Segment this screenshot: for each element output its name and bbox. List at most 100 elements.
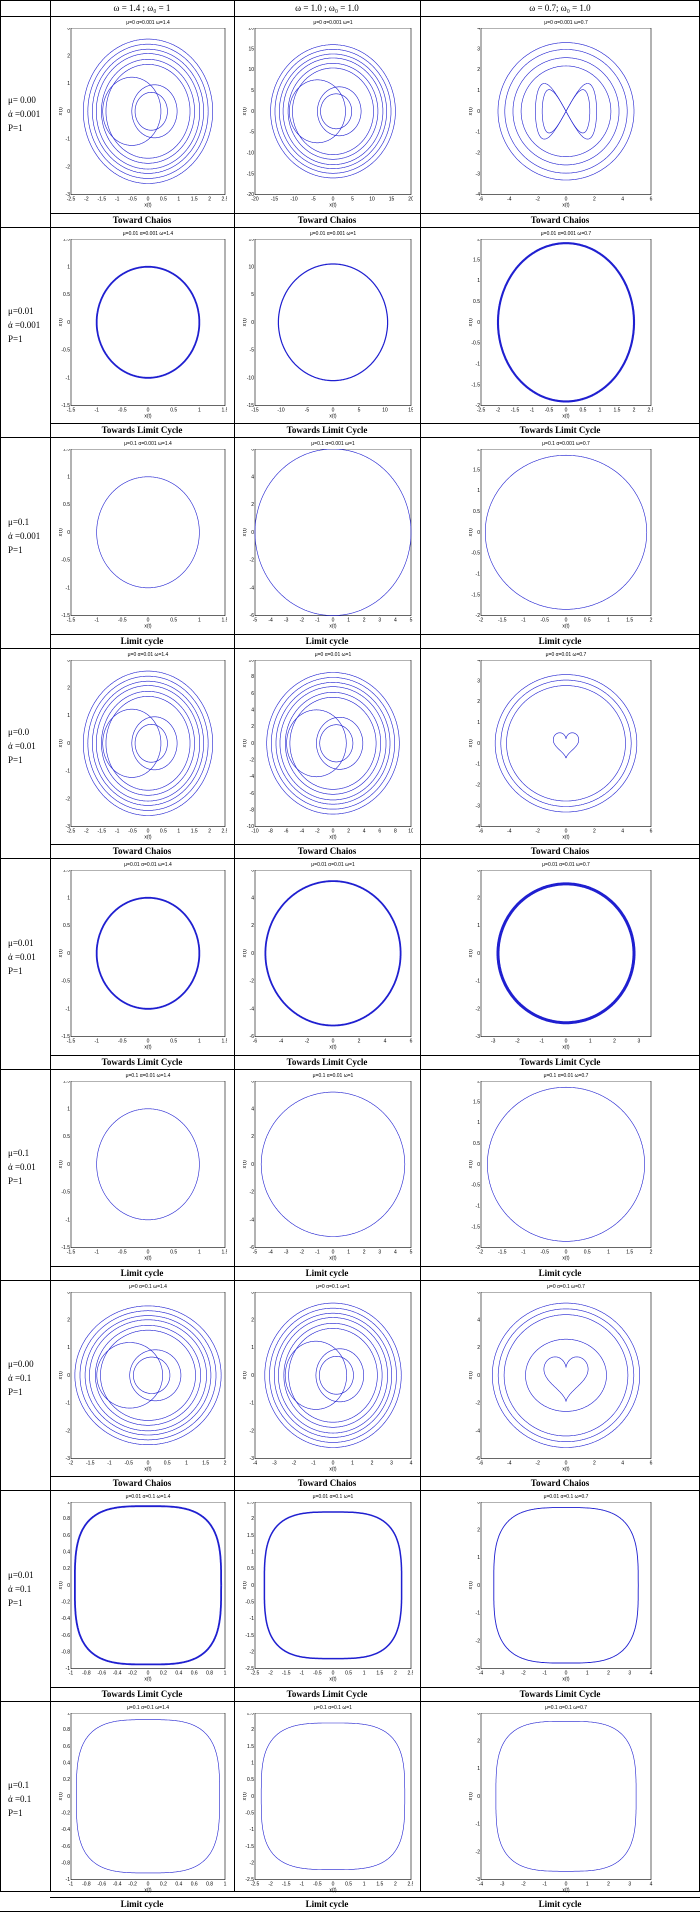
y-tick-label: -2: [476, 150, 481, 156]
x-tick-label: 6: [650, 828, 653, 834]
plot-frame: [70, 1712, 226, 1880]
row-parameters: μ= 0.00 ά =0.001 P=1: [8, 93, 40, 135]
x-tick-label: 0.5: [170, 1039, 177, 1045]
caption-rule: [50, 1897, 700, 1898]
x-tick-label: 2.5: [648, 407, 653, 413]
trajectory-curve: [83, 670, 213, 816]
y-tick-label: 0.5: [473, 509, 480, 515]
y-tick-label: -1: [66, 1400, 71, 1406]
param-mu: μ=0.0: [8, 727, 30, 738]
y-tick-label: -2: [476, 613, 481, 619]
x-tick-label: 0: [565, 828, 568, 834]
x-tick-label: -1.5: [67, 407, 76, 413]
x-tick-label: 1: [198, 407, 201, 413]
trajectory-curve: [318, 1355, 354, 1395]
x-tick-label: -4: [300, 828, 305, 834]
trajectory-curve: [74, 1505, 223, 1666]
x-tick-label: -2: [535, 197, 540, 203]
row-parameters: μ=0.01 ά =0.1 P=1: [8, 1568, 34, 1610]
param-mu: μ=0.01: [8, 305, 34, 316]
y-tick-label: 0.4: [63, 1550, 70, 1556]
trajectory-curve: [512, 57, 620, 166]
behavior-caption: Towards Limit Cycle: [286, 1057, 368, 1067]
x-tick-label: 20: [408, 197, 413, 203]
x-tick-label: 5: [410, 618, 413, 624]
x-tick-label: -4: [479, 1881, 484, 1887]
x-tick-label: -3: [284, 618, 289, 624]
y-tick-label: 2: [67, 685, 70, 691]
x-tick-label: 0: [147, 197, 150, 203]
plot-frame: [70, 238, 226, 406]
y-tick-label: -0.4: [61, 1827, 70, 1833]
plot-container: -2 -1.5 -1 -0.5 0 0.5 1 1.5 2 -2 -1.5 -1 -0.5 0 0.5 1 1.…: [469, 1081, 653, 1264]
x-tick-label: 0: [332, 407, 335, 413]
y-tick-label: -1: [476, 572, 481, 578]
x-tick-label: 2: [394, 1671, 397, 1677]
trajectory-curve: [87, 43, 209, 179]
behavior-caption: Towards Limit Cycle: [101, 1688, 183, 1699]
x-tick-label: -2: [521, 1881, 526, 1887]
x-tick-label: 0: [147, 1460, 150, 1466]
y-axis-label: x'(t): [469, 1792, 474, 1801]
trajectory-curve: [131, 716, 178, 770]
param-mu: μ=0.01: [8, 937, 34, 948]
y-tick-label: 0: [251, 1372, 254, 1378]
x-tick-label: -10: [290, 197, 297, 203]
x-tick-label: -3: [284, 1250, 289, 1256]
phase-portrait-plot: -3 -2 -1 0 1 2 3 -3 -2 -1 0 1 2 3 x(t) x'(t): [469, 870, 652, 1051]
x-tick-label: -1.5: [97, 197, 106, 203]
plot-container: -4 -3 -2 -1 0 1 2 3 4 -3 -2 -1 0 1 2 3 x(t) x'(t): [469, 1712, 653, 1896]
behavior-caption: Limit cycle: [120, 635, 164, 646]
x-tick-label: 1.5: [222, 1039, 227, 1045]
x-tick-label: -1: [69, 1881, 74, 1887]
y-tick-label: -0.2: [61, 1600, 70, 1606]
x-axis-label: x(t): [562, 624, 570, 630]
y-tick-label: 1: [477, 88, 480, 94]
y-tick-label: 6: [251, 1081, 254, 1085]
x-tick-label: -0.5: [118, 1039, 127, 1045]
x-tick-label: -5: [253, 1250, 258, 1256]
x-tick-label: -6: [284, 828, 289, 834]
trajectory-curve: [288, 1327, 378, 1423]
plot-title: μ=0.01 α=0.1 ω=1: [312, 1494, 354, 1501]
header-col3: ω = 0.7; ω₀ = 1.0: [529, 3, 591, 13]
x-tick-label: -4: [507, 197, 512, 203]
trajectory-curve: [260, 1722, 406, 1870]
plot-title: μ=0.1 α=0.001 ω=1: [311, 441, 355, 448]
x-axis-label: x(t): [144, 413, 152, 419]
plot-container: -1.5 -1 -0.5 0 0.5 1 1.5 -1.5 -1 -0.5 0 0.5 1 1.5 x(t)…: [59, 238, 227, 422]
x-tick-label: -2.5: [477, 407, 486, 413]
x-tick-label: -2: [268, 1881, 273, 1887]
x-tick-label: 1: [177, 197, 180, 203]
x-tick-label: -1: [543, 1881, 548, 1887]
x-tick-label: -0.2: [128, 1671, 137, 1677]
x-tick-label: -0.8: [82, 1671, 91, 1677]
y-tick-label: 5: [251, 88, 254, 94]
y-tick-label: -1.5: [471, 592, 480, 598]
x-tick-label: 1: [586, 1881, 589, 1887]
y-tick-label: 5: [251, 292, 254, 298]
behavior-caption: Towards Limit Cycle: [519, 425, 601, 436]
x-axis-label: x(t): [329, 1677, 337, 1683]
y-tick-label: 0.5: [63, 502, 70, 508]
trajectory-curve: [102, 708, 162, 778]
plot-title: μ=0.1 α=0.1 ω=1.4: [126, 1704, 170, 1711]
trajectory-curve: [95, 1324, 201, 1426]
row-parameters: μ=0.00 ά =0.1 P=1: [8, 1357, 34, 1399]
y-tick-label: -2: [66, 796, 71, 802]
y-tick-label: -20: [247, 192, 254, 198]
trajectory-curve: [506, 685, 626, 802]
trajectory-curve: [494, 674, 638, 813]
phase-portrait-plot: -2.5 -2 -1.5 -1 -0.5 0 0.5 1 1.5 2 2.5 -3 -2 -1 0 1 2 3 x(…: [59, 28, 227, 209]
x-tick-label: 6: [650, 1460, 653, 1466]
x-tick-label: 2: [358, 1039, 361, 1045]
x-tick-label: -0.6: [97, 1671, 106, 1677]
plot-frame: [254, 659, 412, 827]
x-tick-label: -4: [268, 1250, 273, 1256]
y-tick-label: -2: [66, 164, 71, 170]
plot-container: -4 -3 -2 -1 0 1 2 3 4 -3 -2 -1 0 1 2 3 x(t) x'(t): [469, 1502, 653, 1685]
plot-frame: [70, 449, 226, 617]
x-tick-label: 2: [593, 828, 596, 834]
